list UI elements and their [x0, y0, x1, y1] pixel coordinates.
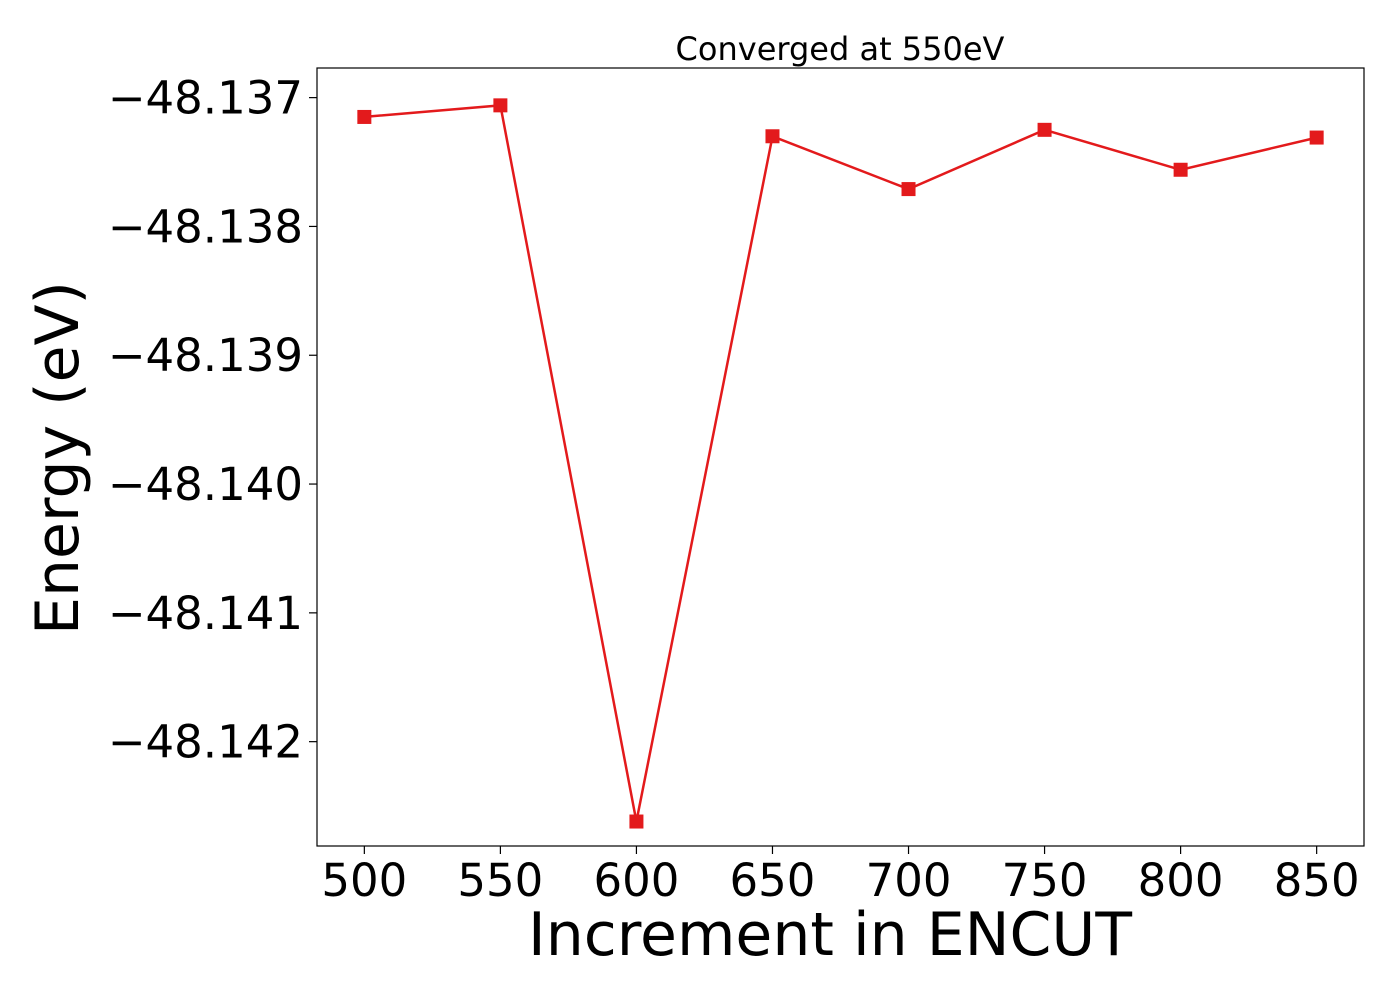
data-point-marker	[1173, 162, 1188, 177]
data-point-marker	[629, 814, 644, 829]
y-tick-label: −48.137	[108, 72, 303, 125]
y-tick-label: −48.141	[108, 587, 303, 640]
x-axis-label: Increment in ENCUT	[528, 900, 1132, 970]
y-tick-label: −48.142	[108, 716, 303, 769]
chart-title: Converged at 550eV	[676, 30, 1005, 68]
data-point-marker	[1037, 122, 1052, 137]
data-point-marker	[1309, 130, 1324, 145]
series-line	[364, 104, 1317, 822]
data-point-marker	[493, 98, 508, 113]
y-tick-label: −48.139	[108, 329, 303, 382]
y-tick-label: −48.140	[108, 458, 303, 511]
x-tick-label: 500	[321, 854, 407, 907]
y-axis-label: Energy (eV)	[23, 281, 93, 635]
x-tick-label: 750	[1002, 854, 1088, 907]
data-point-marker	[901, 182, 916, 197]
y-tick-label: −48.138	[108, 200, 303, 253]
plot-area-frame	[316, 67, 1365, 847]
x-tick-label: 550	[457, 854, 543, 907]
x-tick-label: 850	[1274, 854, 1360, 907]
y-axis: −48.137 −48.138 −48.139 −48.140 −48.141 −48.1…	[108, 72, 317, 769]
x-tick-label: 800	[1138, 854, 1224, 907]
data-point-marker	[357, 109, 372, 124]
x-tick-label: 600	[593, 854, 679, 907]
x-tick-label: 650	[730, 854, 816, 907]
x-tick-label: 700	[866, 854, 952, 907]
data-point-marker	[765, 129, 780, 144]
series	[357, 98, 1324, 829]
x-axis: 500 550 600 650 700 750 800 850	[321, 846, 1360, 907]
